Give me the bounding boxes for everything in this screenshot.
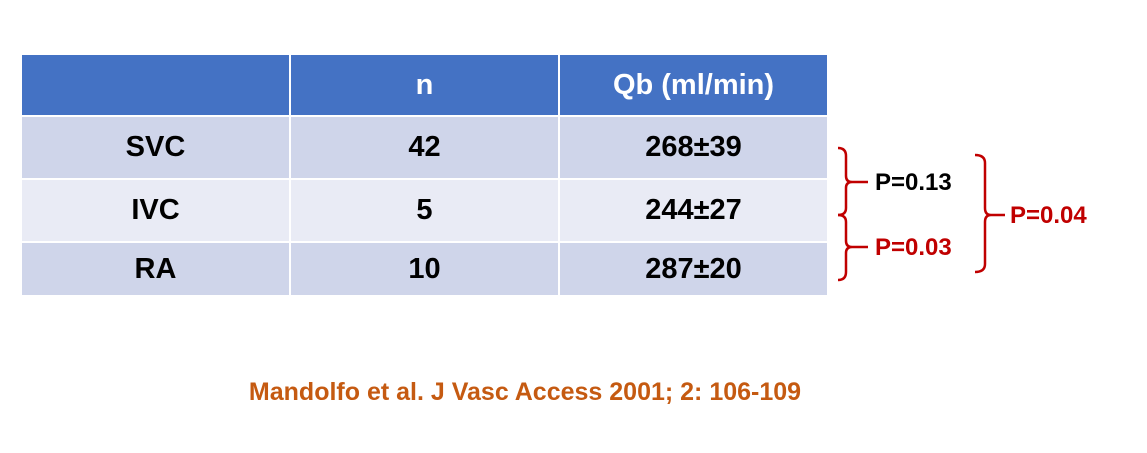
cell: 287±20 <box>558 241 829 297</box>
table-row: SVC 42 268±39 <box>20 115 829 180</box>
citation: Mandolfo et al. J Vasc Access 2001; 2: 1… <box>248 378 802 406</box>
cell: 5 <box>289 178 560 243</box>
row-label: IVC <box>20 178 291 243</box>
header-cell: n <box>289 53 560 117</box>
header-cell <box>20 53 291 117</box>
row-label: RA <box>20 241 291 297</box>
row-label: SVC <box>20 115 291 180</box>
p-value: P=0.13 <box>875 169 952 196</box>
cell: 244±27 <box>558 178 829 243</box>
header-cell: Qb (ml/min) <box>558 53 829 117</box>
bracket <box>974 153 1005 274</box>
header-row: n Qb (ml/min) <box>20 53 829 117</box>
cell: 268±39 <box>558 115 829 180</box>
table-row: IVC 5 244±27 <box>20 178 829 243</box>
cell: 42 <box>289 115 560 180</box>
p-value: P=0.04 <box>1010 202 1087 229</box>
cell: 10 <box>289 241 560 297</box>
table-row: RA 10 287±20 <box>20 241 829 297</box>
bracket <box>837 146 868 217</box>
data-table: n Qb (ml/min) SVC 42 268±39 IVC 5 244±27… <box>20 53 829 297</box>
bracket <box>837 213 868 282</box>
p-value: P=0.03 <box>875 234 952 261</box>
